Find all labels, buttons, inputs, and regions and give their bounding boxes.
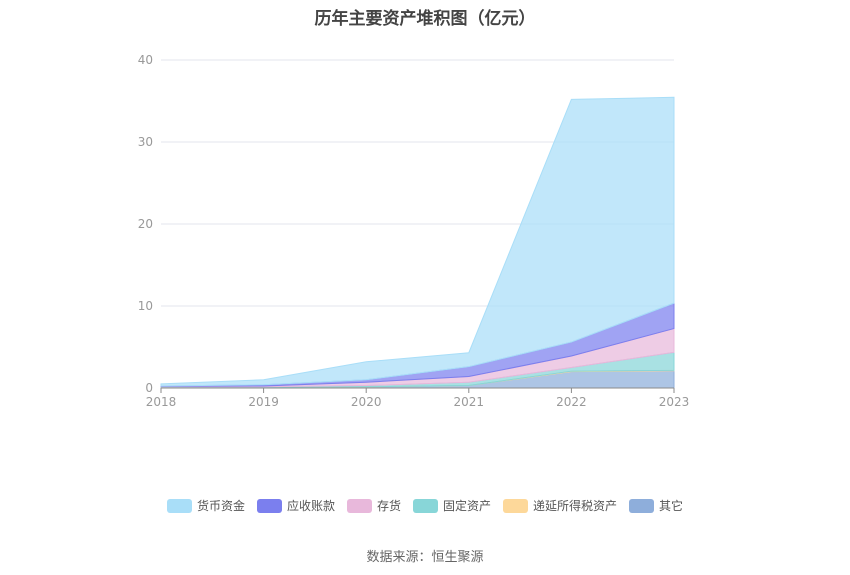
x-tick-label: 2020 xyxy=(351,395,382,409)
y-tick-label: 40 xyxy=(138,53,153,67)
x-tick-label: 2022 xyxy=(556,395,587,409)
legend-swatch xyxy=(629,498,655,513)
legend-item[interactable]: 固定资产 xyxy=(413,497,491,514)
legend-swatch xyxy=(503,498,529,513)
legend-swatch xyxy=(256,498,282,513)
y-tick-label: 10 xyxy=(138,299,153,313)
legend-label: 其它 xyxy=(659,499,684,513)
x-tick-label: 2021 xyxy=(454,395,485,409)
area-series-5[interactable] xyxy=(160,96,675,387)
legend: 货币资金 应收账款 存货 固定资产 递延所得税资产 其它 xyxy=(0,497,850,514)
legend-label: 货币资金 xyxy=(196,499,245,513)
y-tick-label: 30 xyxy=(138,135,153,149)
legend-item[interactable]: 货币资金 xyxy=(166,497,245,514)
legend-item[interactable]: 递延所得税资产 xyxy=(503,497,617,514)
x-tick-label: 2023 xyxy=(659,395,690,409)
legend-label: 存货 xyxy=(376,499,401,513)
x-tick-label: 2019 xyxy=(248,395,279,409)
legend-label: 固定资产 xyxy=(443,499,492,513)
stacked-areas xyxy=(160,96,675,389)
legend-item[interactable]: 应收账款 xyxy=(256,497,335,514)
legend-swatch xyxy=(413,498,438,513)
x-tick-label: 2018 xyxy=(146,395,177,409)
legend-label: 递延所得税资产 xyxy=(533,499,618,513)
chart-title: 历年主要资产堆积图（亿元） xyxy=(314,9,536,29)
y-tick-label: 20 xyxy=(138,217,153,231)
legend-label: 应收账款 xyxy=(286,499,335,513)
axes: 2018 2019 2020 2021 2022 2023 xyxy=(146,387,690,409)
source-note: 数据来源：恒生聚源 xyxy=(366,550,484,565)
legend-item[interactable]: 其它 xyxy=(629,497,683,514)
legend-item[interactable]: 存货 xyxy=(346,497,401,514)
legend-swatch xyxy=(346,498,372,513)
legend-swatch xyxy=(166,498,192,513)
y-tick-label: 0 xyxy=(145,381,153,395)
